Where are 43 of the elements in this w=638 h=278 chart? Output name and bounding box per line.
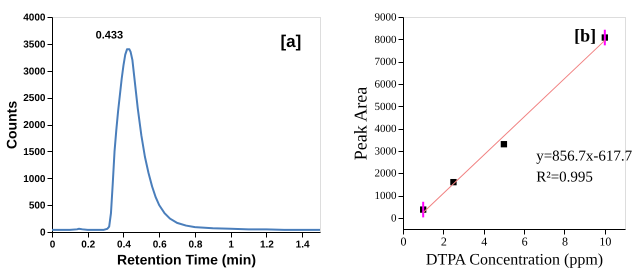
- y-tick-label: 7000: [374, 56, 397, 68]
- x-tick-label: 0.4: [117, 240, 132, 250]
- x-tick-label: 0: [400, 234, 406, 248]
- y-tick-label: 1500: [23, 146, 46, 158]
- annotation: [b]: [574, 26, 596, 46]
- y-tick-label: 0: [40, 228, 46, 238]
- annotation: 0.433: [96, 29, 124, 42]
- y-tick-label: 3000: [23, 66, 46, 78]
- x-tick-label: 1: [228, 240, 234, 250]
- y-tick-label: 0: [391, 212, 397, 224]
- x-tick-label: 4: [481, 234, 488, 248]
- x-tick-label: 6: [522, 234, 528, 248]
- y-tick-label: 6000: [374, 78, 397, 90]
- y-tick-label: 9000: [374, 12, 397, 24]
- y-tick-label: 3000: [374, 145, 397, 158]
- x-tick-label: 2: [440, 234, 447, 248]
- y-tick-label: 5000: [374, 100, 397, 113]
- x-tick-label: 0.2: [81, 240, 96, 250]
- y-tick-label: 2000: [374, 168, 397, 180]
- y-tick-label: 1000: [23, 174, 46, 185]
- y-axis-title: Counts: [3, 100, 20, 150]
- x-tick-label: 1.4: [296, 240, 310, 250]
- annotation: y=856.7x-617.7: [536, 148, 633, 164]
- x-axis-title: Retention Time (min): [117, 252, 256, 268]
- y-tick-label: 8000: [374, 34, 397, 46]
- x-tick-label: 10: [599, 234, 612, 248]
- y-tick-label: 3500: [23, 39, 46, 50]
- x-axis-title: DTPA Concentration (ppm): [426, 252, 604, 268]
- annotation: R²=0.995: [536, 170, 593, 186]
- x-tick-label: 0.8: [188, 240, 203, 250]
- x-tick-label: 1.2: [260, 240, 274, 250]
- y-tick-label: 500: [28, 200, 46, 212]
- y-tick-label: 1000: [374, 190, 397, 202]
- point: [500, 141, 508, 148]
- annotation: [a]: [280, 32, 302, 52]
- x-tick-label: 8: [562, 234, 568, 248]
- y-tick-label: 2000: [23, 120, 46, 131]
- y-tick-label: 2500: [23, 93, 46, 104]
- y-tick-label: 4000: [23, 12, 46, 24]
- x-tick-label: 0.6: [152, 240, 168, 250]
- y-axis-title: Peak Area: [350, 86, 370, 160]
- y-tick-label: 4000: [374, 123, 397, 136]
- x-tick-label: 0: [50, 240, 56, 250]
